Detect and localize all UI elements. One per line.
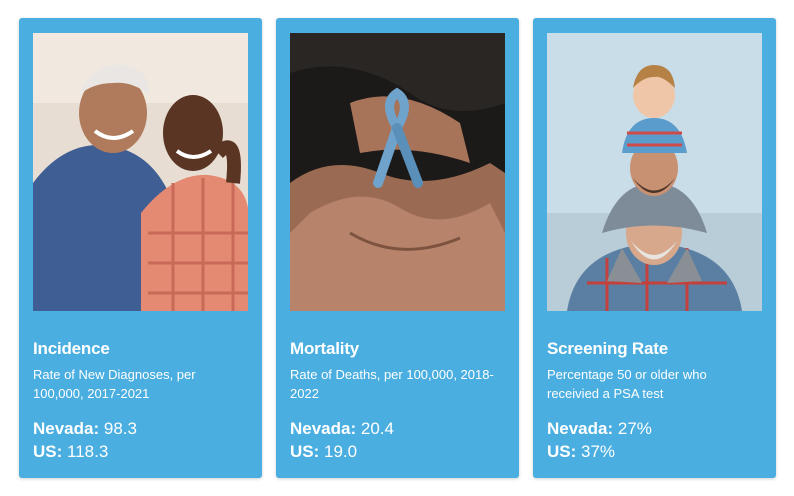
- nevada-label: Nevada:: [33, 419, 100, 438]
- nevada-stat: Nevada: 27%: [547, 419, 652, 439]
- nevada-stat: Nevada: 98.3: [33, 419, 137, 439]
- nevada-value: 27%: [617, 419, 652, 438]
- two-older-men-smiling-photo: [33, 33, 248, 311]
- us-value: 19.0: [324, 442, 358, 461]
- nevada-value: 98.3: [103, 419, 137, 438]
- us-label: US:: [547, 442, 577, 461]
- card-title: Screening Rate: [547, 339, 668, 358]
- card-title: Mortality: [290, 339, 360, 358]
- us-label: US:: [290, 442, 320, 461]
- card-description: Rate of Deaths, per 100,000, 2018-2022: [290, 367, 494, 401]
- hands-holding-blue-ribbon-photo: [290, 33, 505, 311]
- us-stat: US: 118.3: [33, 442, 108, 462]
- us-label: US:: [33, 442, 63, 461]
- incidence-card: Incidence Rate of New Diagnoses, per 100…: [19, 18, 262, 478]
- three-generations-shoulders-photo: [547, 33, 762, 311]
- us-value: 118.3: [67, 442, 109, 461]
- card-description: Percentage 50 or older who receivied a P…: [547, 367, 707, 401]
- card-title: Incidence: [33, 339, 110, 358]
- card-description: Rate of New Diagnoses, per 100,000, 2017…: [33, 367, 196, 401]
- nevada-label: Nevada:: [290, 419, 357, 438]
- nevada-stat: Nevada: 20.4: [290, 419, 394, 439]
- us-stat: US: 37%: [547, 442, 615, 462]
- mortality-card: Mortality Rate of Deaths, per 100,000, 2…: [276, 18, 519, 478]
- us-stat: US: 19.0: [290, 442, 357, 462]
- nevada-value: 20.4: [360, 419, 394, 438]
- us-value: 37%: [581, 442, 616, 461]
- nevada-label: Nevada:: [547, 419, 614, 438]
- screening-rate-card: Screening Rate Percentage 50 or older wh…: [533, 18, 776, 478]
